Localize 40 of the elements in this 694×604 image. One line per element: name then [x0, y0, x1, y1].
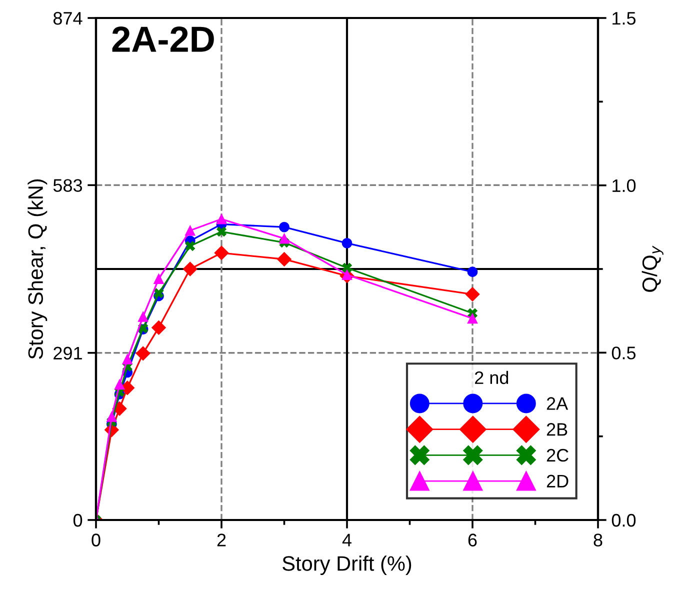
legend-title: 2 nd: [475, 370, 508, 384]
point: [342, 238, 352, 248]
x-tick-label: 8: [594, 534, 602, 546]
legend-label: 2D: [546, 474, 568, 488]
point: [277, 252, 292, 266]
point: [467, 313, 478, 324]
y-axis-title: Story Shear, Q (kN): [28, 179, 48, 359]
point: [136, 346, 150, 361]
y2-axis-title: Q/Q$_{y}$: [642, 246, 664, 292]
legend-label: 2A: [546, 397, 568, 410]
point: [279, 222, 290, 232]
legend-label: 2B: [546, 423, 568, 436]
y2-tick-label: 0.0: [612, 514, 636, 527]
x-axis-title: Story Drift (%): [282, 556, 412, 575]
point: [106, 411, 117, 422]
y-tick-label: 874: [53, 12, 82, 25]
point: [214, 246, 229, 260]
legend-label: 2C: [546, 448, 568, 462]
x-tick-label: 6: [468, 534, 477, 546]
point: [279, 233, 290, 244]
point: [122, 354, 133, 364]
point: [138, 311, 148, 322]
y2-tick-label: 1.5: [612, 12, 636, 25]
point: [216, 214, 227, 224]
point: [465, 287, 480, 302]
x-tick-label: 0: [92, 534, 100, 546]
point: [154, 274, 164, 284]
y2-tick-label: 0.5: [612, 346, 636, 360]
chart-title: 2A-2D: [112, 26, 214, 52]
point: [184, 225, 196, 236]
x-tick-label: 2: [217, 534, 226, 546]
y-tick-label: 583: [53, 179, 82, 192]
y-tick-label: 291: [54, 346, 82, 360]
point: [114, 379, 125, 390]
point: [182, 262, 198, 276]
y-tick-label: 0: [73, 514, 82, 527]
point: [467, 266, 478, 278]
x-tick-label: 4: [342, 534, 352, 546]
y2-tick-label: 1.0: [612, 179, 636, 192]
point: [152, 320, 166, 335]
